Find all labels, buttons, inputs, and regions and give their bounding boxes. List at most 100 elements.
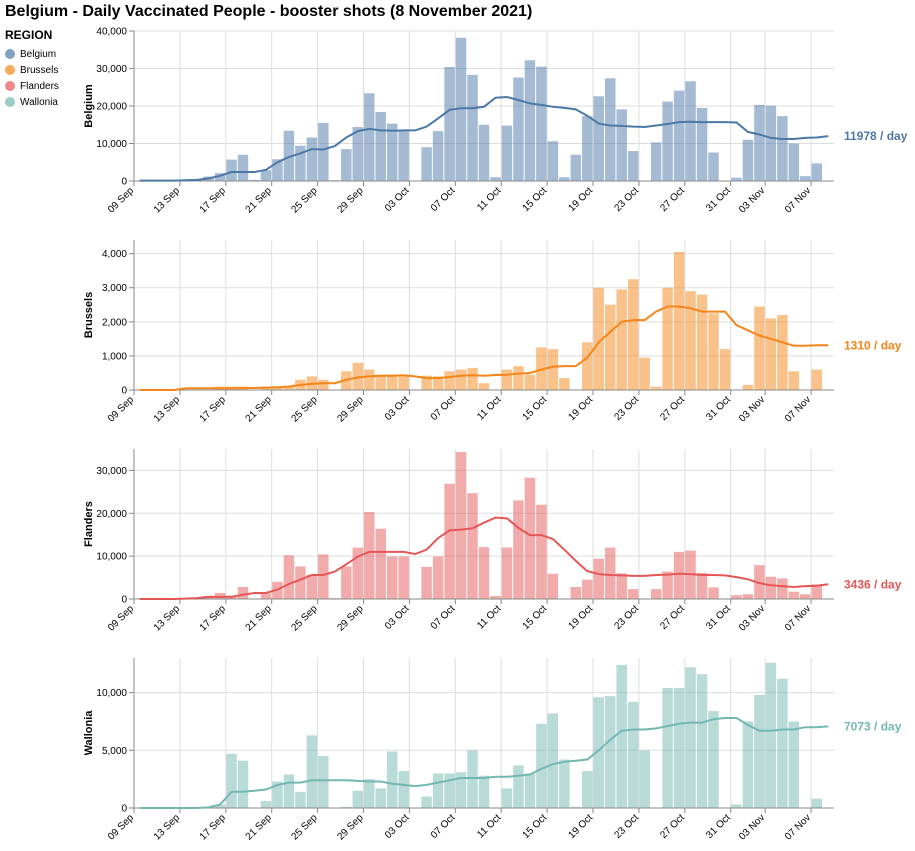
avg-line: [139, 717, 829, 809]
bar: [318, 379, 329, 390]
x-tick-label: 11 Oct: [475, 394, 503, 422]
bar: [559, 378, 570, 390]
x-tick-label: 23 Oct: [612, 185, 641, 214]
bar: [811, 163, 823, 181]
bar: [432, 131, 444, 181]
bar: [788, 591, 800, 599]
bar: [455, 369, 467, 390]
x-tick-label: 29 Sep: [335, 394, 365, 424]
bar: [742, 594, 754, 599]
bar: [673, 551, 685, 599]
bar: [811, 369, 823, 390]
bar: [731, 804, 742, 808]
bar: [582, 771, 593, 808]
bar: [341, 566, 352, 599]
bar: [260, 593, 272, 599]
bar: [582, 342, 593, 390]
legend-item-brussels[interactable]: Brussels: [5, 62, 59, 78]
bar: [375, 374, 386, 390]
bar: [616, 109, 627, 181]
legend-label-belgium: Belgium: [20, 48, 57, 60]
bar: [708, 313, 719, 390]
bar: [467, 750, 478, 808]
y-axis-title: Flanders: [83, 501, 95, 547]
end-label: 1310 / day: [844, 338, 902, 352]
x-tick-label: 19 Oct: [567, 812, 596, 841]
bar: [260, 801, 272, 808]
bar: [593, 287, 604, 390]
bar: [788, 371, 800, 390]
y-tick-label: 0: [121, 177, 127, 188]
bar: [398, 771, 409, 808]
bar: [444, 371, 455, 390]
bar: [524, 60, 536, 181]
bar: [811, 798, 823, 808]
avg-line: [139, 95, 829, 182]
bar: [662, 287, 673, 390]
x-tick-label: 27 Oct: [658, 812, 687, 841]
bar: [295, 791, 306, 808]
y-tick-label: 1,000: [102, 351, 127, 362]
legend-swatch-brussels: [5, 65, 15, 75]
legend-label-flanders: Flanders: [20, 80, 59, 92]
x-tick-label: 07 Nov: [783, 394, 813, 424]
y-axis-title: Brussels: [83, 292, 95, 338]
bar: [501, 547, 513, 599]
bar: [283, 555, 295, 599]
y-tick-label: 0: [121, 386, 127, 397]
bar: [627, 151, 639, 181]
y-tick-label: 0: [121, 595, 127, 606]
bar: [375, 528, 386, 599]
bar: [765, 576, 777, 599]
bar: [352, 127, 364, 181]
bar: [501, 125, 513, 181]
bar: [501, 788, 513, 808]
bar: [536, 723, 547, 808]
bar: [272, 159, 283, 181]
bar: [375, 788, 386, 808]
x-tick-label: 07 Oct: [429, 812, 458, 841]
bar: [627, 279, 639, 390]
bar: [260, 170, 272, 181]
bar: [639, 357, 650, 390]
bar: [214, 804, 226, 808]
x-tick-label: 11 Oct: [475, 603, 503, 631]
bar: [386, 374, 398, 390]
legend-item-belgium[interactable]: Belgium: [5, 46, 59, 62]
bar: [226, 753, 237, 808]
bar: [306, 574, 318, 599]
bar: [249, 179, 260, 181]
y-tick-label: 10,000: [96, 688, 127, 699]
bar: [398, 131, 409, 181]
legend-item-flanders[interactable]: Flanders: [5, 78, 59, 94]
bar: [341, 149, 352, 181]
bar: [547, 141, 559, 181]
legend-label-brussels: Brussels: [20, 64, 59, 76]
legend-item-wallonia[interactable]: Wallonia: [5, 94, 59, 110]
bar: [593, 558, 604, 599]
bar: [754, 104, 765, 181]
bar: [478, 547, 490, 599]
x-tick-label: 21 Sep: [244, 394, 274, 424]
x-tick-label: 13 Sep: [152, 603, 182, 633]
bar: [777, 678, 788, 808]
bar: [432, 773, 444, 808]
bar: [547, 349, 559, 390]
y-tick-label: 0: [121, 804, 127, 815]
legend-label-wallonia: Wallonia: [20, 96, 58, 108]
x-tick-label: 09 Sep: [106, 185, 136, 215]
x-tick-label: 27 Oct: [658, 394, 687, 423]
bar: [765, 662, 777, 808]
bar: [237, 587, 249, 599]
bar: [536, 504, 547, 599]
x-tick-label: 17 Sep: [198, 812, 228, 842]
x-tick-label: 31 Oct: [704, 812, 733, 841]
bar: [524, 374, 536, 390]
bar: [455, 452, 467, 599]
bar: [616, 664, 627, 808]
x-tick-label: 25 Sep: [290, 812, 320, 842]
bar: [490, 596, 501, 599]
bar: [272, 781, 283, 808]
bar: [547, 573, 559, 599]
